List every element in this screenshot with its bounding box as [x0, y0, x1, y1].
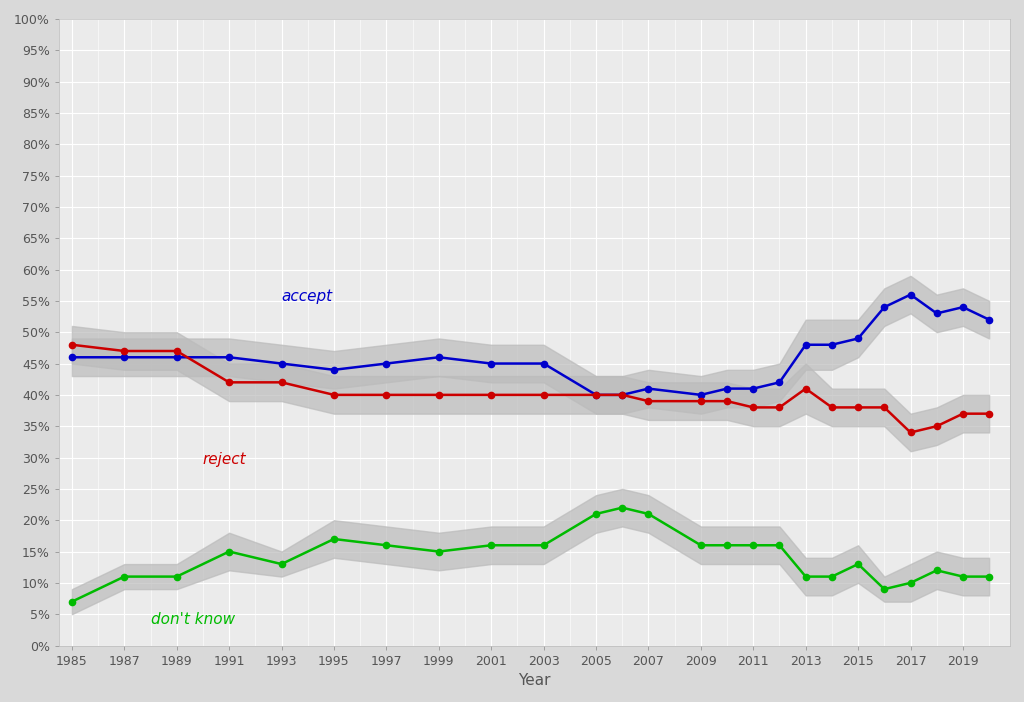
X-axis label: Year: Year	[518, 673, 551, 688]
Text: accept: accept	[282, 289, 333, 304]
Text: don't know: don't know	[151, 611, 234, 627]
Text: reject: reject	[203, 452, 247, 467]
